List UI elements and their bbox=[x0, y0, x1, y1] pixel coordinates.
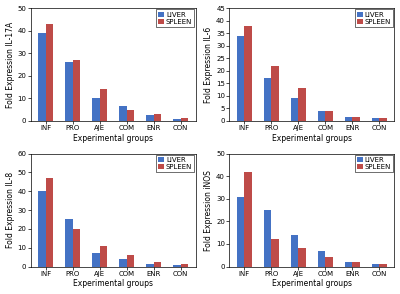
Bar bbox=[46, 24, 53, 121]
Bar bbox=[345, 262, 352, 266]
Bar bbox=[92, 98, 100, 121]
Bar bbox=[127, 110, 134, 121]
Bar bbox=[372, 264, 379, 266]
Bar bbox=[372, 118, 379, 121]
Bar bbox=[298, 248, 306, 266]
Bar bbox=[325, 258, 333, 266]
Legend: LIVER, SPLEEN: LIVER, SPLEEN bbox=[156, 9, 194, 27]
Bar bbox=[65, 220, 73, 266]
Bar bbox=[244, 172, 252, 266]
Bar bbox=[271, 66, 279, 121]
Bar bbox=[271, 239, 279, 266]
Bar bbox=[264, 78, 271, 121]
Bar bbox=[291, 98, 298, 121]
Bar bbox=[264, 210, 271, 266]
X-axis label: Experimental groups: Experimental groups bbox=[73, 134, 153, 143]
Bar bbox=[318, 111, 325, 121]
Bar bbox=[352, 262, 360, 266]
Bar bbox=[65, 62, 73, 121]
Legend: LIVER, SPLEEN: LIVER, SPLEEN bbox=[355, 9, 393, 27]
Legend: LIVER, SPLEEN: LIVER, SPLEEN bbox=[355, 155, 393, 172]
Bar bbox=[181, 264, 188, 266]
Bar bbox=[73, 229, 80, 266]
Y-axis label: Fold Expression IL-8: Fold Expression IL-8 bbox=[6, 172, 14, 248]
Bar bbox=[291, 235, 298, 266]
Bar bbox=[345, 117, 352, 121]
Bar bbox=[154, 262, 161, 266]
Bar bbox=[325, 111, 333, 121]
Bar bbox=[379, 118, 387, 121]
X-axis label: Experimental groups: Experimental groups bbox=[272, 134, 352, 143]
Bar bbox=[73, 60, 80, 121]
Bar bbox=[298, 88, 306, 121]
Bar bbox=[100, 246, 107, 266]
Bar bbox=[379, 264, 387, 266]
Bar bbox=[352, 117, 360, 121]
Bar bbox=[127, 255, 134, 266]
Y-axis label: Fold Expression IL-6: Fold Expression IL-6 bbox=[204, 26, 213, 103]
Bar bbox=[154, 114, 161, 121]
Legend: LIVER, SPLEEN: LIVER, SPLEEN bbox=[156, 155, 194, 172]
Bar bbox=[46, 178, 53, 266]
X-axis label: Experimental groups: Experimental groups bbox=[272, 279, 352, 288]
X-axis label: Experimental groups: Experimental groups bbox=[73, 279, 153, 288]
Bar bbox=[146, 115, 154, 121]
Bar bbox=[38, 191, 46, 266]
Bar bbox=[237, 36, 244, 121]
Bar bbox=[181, 118, 188, 121]
Bar bbox=[38, 33, 46, 121]
Bar bbox=[146, 264, 154, 266]
Bar bbox=[318, 251, 325, 266]
Bar bbox=[173, 265, 181, 266]
Y-axis label: Fold Expression IL-17A: Fold Expression IL-17A bbox=[6, 21, 14, 108]
Bar bbox=[244, 26, 252, 121]
Bar bbox=[237, 197, 244, 266]
Y-axis label: Fold Expression iNOS: Fold Expression iNOS bbox=[204, 170, 213, 250]
Bar bbox=[100, 89, 107, 121]
Bar bbox=[173, 119, 181, 121]
Bar bbox=[119, 259, 127, 266]
Bar bbox=[119, 106, 127, 121]
Bar bbox=[92, 253, 100, 266]
